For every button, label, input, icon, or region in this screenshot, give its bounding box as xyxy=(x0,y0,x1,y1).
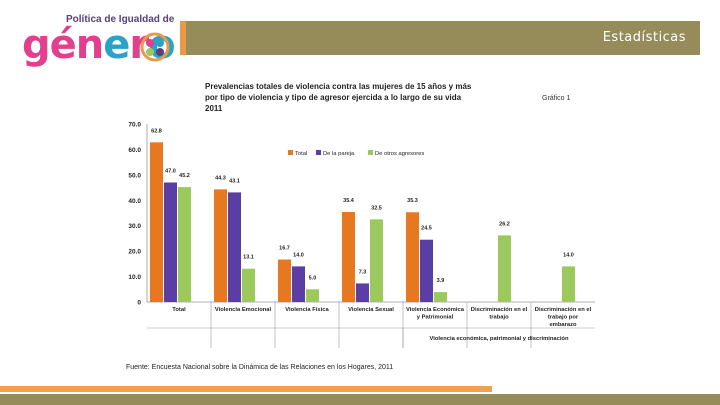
bar-total xyxy=(214,189,227,302)
y-tick-label: 70.0 xyxy=(128,122,141,129)
y-tick-label: 50.0 xyxy=(128,172,141,179)
data-label: 3.9 xyxy=(437,278,445,284)
bar-de-la-pareja xyxy=(292,266,305,302)
header-bar: Estadísticas xyxy=(180,21,700,55)
y-tick-label: 40.0 xyxy=(128,198,141,205)
data-label: 26.2 xyxy=(499,221,510,227)
data-label: 45.2 xyxy=(179,173,190,179)
footer-bar xyxy=(0,394,720,405)
category-label: trabajo xyxy=(489,315,509,321)
category-label: Violencia Económica xyxy=(406,307,465,313)
plot-area: 0 10.0 20.0 30.0 40.0 50.0 60.0 70.0 62.8 47.045.… xyxy=(128,122,595,348)
bar-de-otros-agresores xyxy=(434,292,447,302)
chart-title-line-1: Prevalencias totales de violencia contra… xyxy=(205,82,472,91)
data-label: 35.4 xyxy=(343,198,355,204)
data-label: 62.8 xyxy=(151,128,162,134)
bar-de-otros-agresores xyxy=(370,219,383,302)
data-label: 35.3 xyxy=(407,198,418,204)
data-label: 14.0 xyxy=(563,252,574,258)
bar-chart: Prevalencias totales de violencia contra… xyxy=(126,82,595,371)
category-label: Discriminación en el xyxy=(535,307,592,313)
bar-de-otros-agresores xyxy=(562,266,575,302)
logo-tagline: Política de Igualdad de xyxy=(66,14,175,25)
category-label: trabajo por xyxy=(548,315,579,321)
y-tick-label: 60.0 xyxy=(128,147,141,154)
figure-label: Gráfico 1 xyxy=(542,95,571,102)
data-label: 14.0 xyxy=(293,252,304,258)
category-label: Violencia Emocional xyxy=(215,307,272,313)
category-label: Total xyxy=(172,307,186,313)
bar-total xyxy=(406,212,419,302)
logo: Política de Igualdad de género xyxy=(22,14,176,70)
bar-de-la-pareja xyxy=(420,239,433,302)
bar-total xyxy=(342,211,355,302)
bar-de-otros-agresores xyxy=(306,289,319,302)
page-title: Estadísticas xyxy=(602,30,686,45)
category-label: embarazo xyxy=(549,322,577,328)
chart-title-line-2: por tipo de violencia y tipo de agresor … xyxy=(205,93,462,102)
puzzle-circle-icon xyxy=(140,32,170,62)
bar-de-otros-agresores xyxy=(242,268,255,302)
legend-label: De la pareja xyxy=(323,151,355,157)
y-tick-label: 0 xyxy=(137,300,141,307)
bar-total xyxy=(278,259,291,302)
bar-de-otros-agresores xyxy=(498,235,511,302)
y-tick-label: 20.0 xyxy=(128,249,141,256)
chart-source: Fuente: Encuesta Nacional sobre la Dinám… xyxy=(126,364,393,371)
legend-swatch xyxy=(368,150,373,155)
legend-label: Total xyxy=(295,151,307,157)
header-accent xyxy=(180,21,186,55)
data-label: 44.3 xyxy=(215,175,226,181)
category-label: y Patrimonial xyxy=(417,315,454,321)
data-label: 24.5 xyxy=(421,226,432,232)
bar-total xyxy=(150,142,163,302)
data-label: 47.0 xyxy=(165,168,176,174)
data-label: 5.0 xyxy=(309,275,317,281)
bar-de-otros-agresores xyxy=(178,187,191,302)
legend-swatch xyxy=(316,150,321,155)
logo-wordmark: género xyxy=(22,22,176,68)
chart-title-line-3: 2011 xyxy=(205,104,223,113)
bar-de-la-pareja xyxy=(356,283,369,302)
category-label: Discriminación en el xyxy=(471,307,528,313)
group-label: Violencia económica, patrimonial y discr… xyxy=(429,336,569,342)
category-label: Violencia Sexual xyxy=(348,307,394,313)
data-label: 32.5 xyxy=(371,205,382,211)
data-label: 7.3 xyxy=(359,269,367,275)
footer-accent-bar xyxy=(0,386,492,392)
y-tick-label: 30.0 xyxy=(128,223,141,230)
data-label: 13.1 xyxy=(243,255,254,261)
bar-de-la-pareja xyxy=(228,192,241,302)
data-label: 43.1 xyxy=(229,178,240,184)
data-label: 16.7 xyxy=(279,246,290,252)
legend-label: De otros agresores xyxy=(375,151,424,157)
legend-swatch xyxy=(288,150,293,155)
bar-de-la-pareja xyxy=(164,182,177,302)
y-tick-label: 10.0 xyxy=(128,274,141,281)
category-label: Violencia Física xyxy=(285,307,329,313)
